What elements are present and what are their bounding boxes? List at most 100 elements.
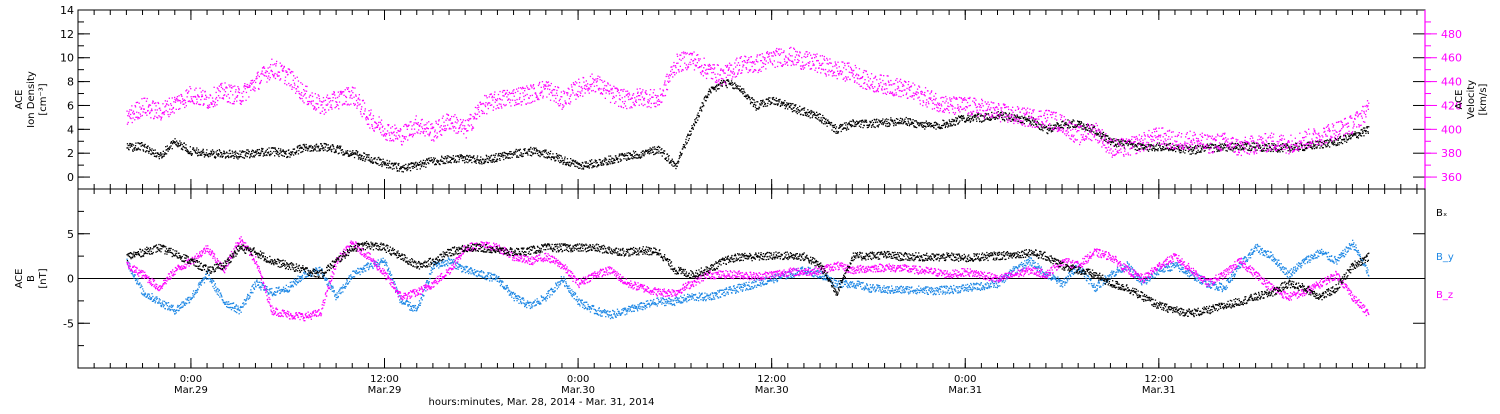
- density-point: [524, 150, 525, 151]
- velocity-point: [650, 107, 651, 108]
- density-point: [684, 144, 685, 145]
- velocity-point: [715, 77, 716, 78]
- velocity-point: [730, 65, 731, 66]
- density-point: [147, 145, 148, 146]
- density-point: [404, 165, 405, 166]
- density-point: [623, 158, 624, 159]
- velocity-point: [639, 95, 640, 96]
- top-ytick-right-label: 380: [1441, 147, 1462, 160]
- density-point: [1041, 124, 1042, 125]
- velocity-point: [320, 113, 321, 114]
- density-point: [460, 156, 461, 157]
- density-point: [881, 123, 882, 124]
- velocity-point: [538, 99, 539, 100]
- density-point: [887, 123, 888, 124]
- density-point: [931, 123, 932, 124]
- velocity-point: [245, 100, 246, 101]
- density-point: [769, 100, 770, 101]
- density-point: [1219, 145, 1220, 146]
- density-point: [747, 94, 748, 95]
- velocity-point: [712, 78, 713, 79]
- density-point: [163, 151, 164, 152]
- velocity-point: [723, 69, 724, 70]
- density-point: [254, 152, 255, 153]
- density-point: [667, 153, 668, 154]
- velocity-point: [467, 130, 468, 131]
- density-point: [288, 149, 289, 150]
- velocity-point: [559, 100, 560, 101]
- velocity-point: [425, 128, 426, 129]
- density-point: [705, 95, 706, 96]
- density-point: [545, 157, 546, 158]
- velocity-point: [713, 69, 714, 70]
- density-point: [1163, 149, 1164, 150]
- velocity-point: [802, 66, 803, 67]
- velocity-point: [279, 79, 280, 80]
- velocity-point: [236, 101, 237, 102]
- density-point: [340, 147, 341, 148]
- density-point: [661, 152, 662, 153]
- density-point: [550, 153, 551, 154]
- density-point: [475, 161, 476, 162]
- density-point: [479, 163, 480, 164]
- density-point: [731, 83, 732, 84]
- density-point: [374, 157, 375, 158]
- velocity-point: [391, 132, 392, 133]
- velocity-point: [455, 128, 456, 129]
- velocity-point: [450, 128, 451, 129]
- velocity-point: [586, 86, 587, 87]
- density-point: [224, 151, 225, 152]
- velocity-point: [814, 70, 815, 71]
- density-point: [1363, 127, 1364, 128]
- velocity-point: [413, 135, 414, 136]
- velocity-point: [135, 106, 136, 107]
- velocity-point: [253, 89, 254, 90]
- velocity-point: [564, 91, 565, 92]
- density-point: [264, 153, 265, 154]
- velocity-point: [737, 74, 738, 75]
- density-point: [1143, 149, 1144, 150]
- velocity-point: [230, 91, 231, 92]
- velocity-point: [349, 104, 350, 105]
- velocity-point: [760, 54, 761, 55]
- density-point: [439, 164, 440, 165]
- density-point: [821, 122, 822, 123]
- density-point: [1344, 139, 1345, 140]
- density-point: [203, 149, 204, 150]
- density-point: [1314, 148, 1315, 149]
- density-point: [447, 157, 448, 158]
- density-point: [459, 157, 460, 158]
- density-point: [558, 154, 559, 155]
- density-point: [806, 115, 807, 116]
- density-point: [1190, 154, 1191, 155]
- velocity-point: [424, 124, 425, 125]
- density-point: [757, 101, 758, 102]
- velocity-point: [609, 93, 610, 94]
- density-point: [1291, 146, 1292, 147]
- velocity-point: [408, 125, 409, 126]
- velocity-point: [422, 119, 423, 120]
- velocity-point: [757, 61, 758, 62]
- velocity-point: [451, 116, 452, 117]
- velocity-point: [164, 114, 165, 115]
- density-point: [171, 141, 172, 142]
- density-point: [251, 156, 252, 157]
- density-point: [656, 152, 657, 153]
- velocity-point: [339, 96, 340, 97]
- velocity-point: [719, 83, 720, 84]
- velocity-point: [579, 82, 580, 83]
- velocity-point: [470, 118, 471, 119]
- density-point: [593, 162, 594, 163]
- velocity-point: [194, 103, 195, 104]
- velocity-point: [597, 76, 598, 77]
- velocity-point: [796, 54, 797, 55]
- density-point: [196, 149, 197, 150]
- density-point: [184, 142, 185, 143]
- density-point: [422, 162, 423, 163]
- velocity-point: [491, 93, 492, 94]
- density-point: [585, 161, 586, 162]
- density-point: [768, 97, 769, 98]
- velocity-point: [718, 80, 719, 81]
- density-point: [816, 112, 817, 113]
- velocity-point: [664, 80, 665, 81]
